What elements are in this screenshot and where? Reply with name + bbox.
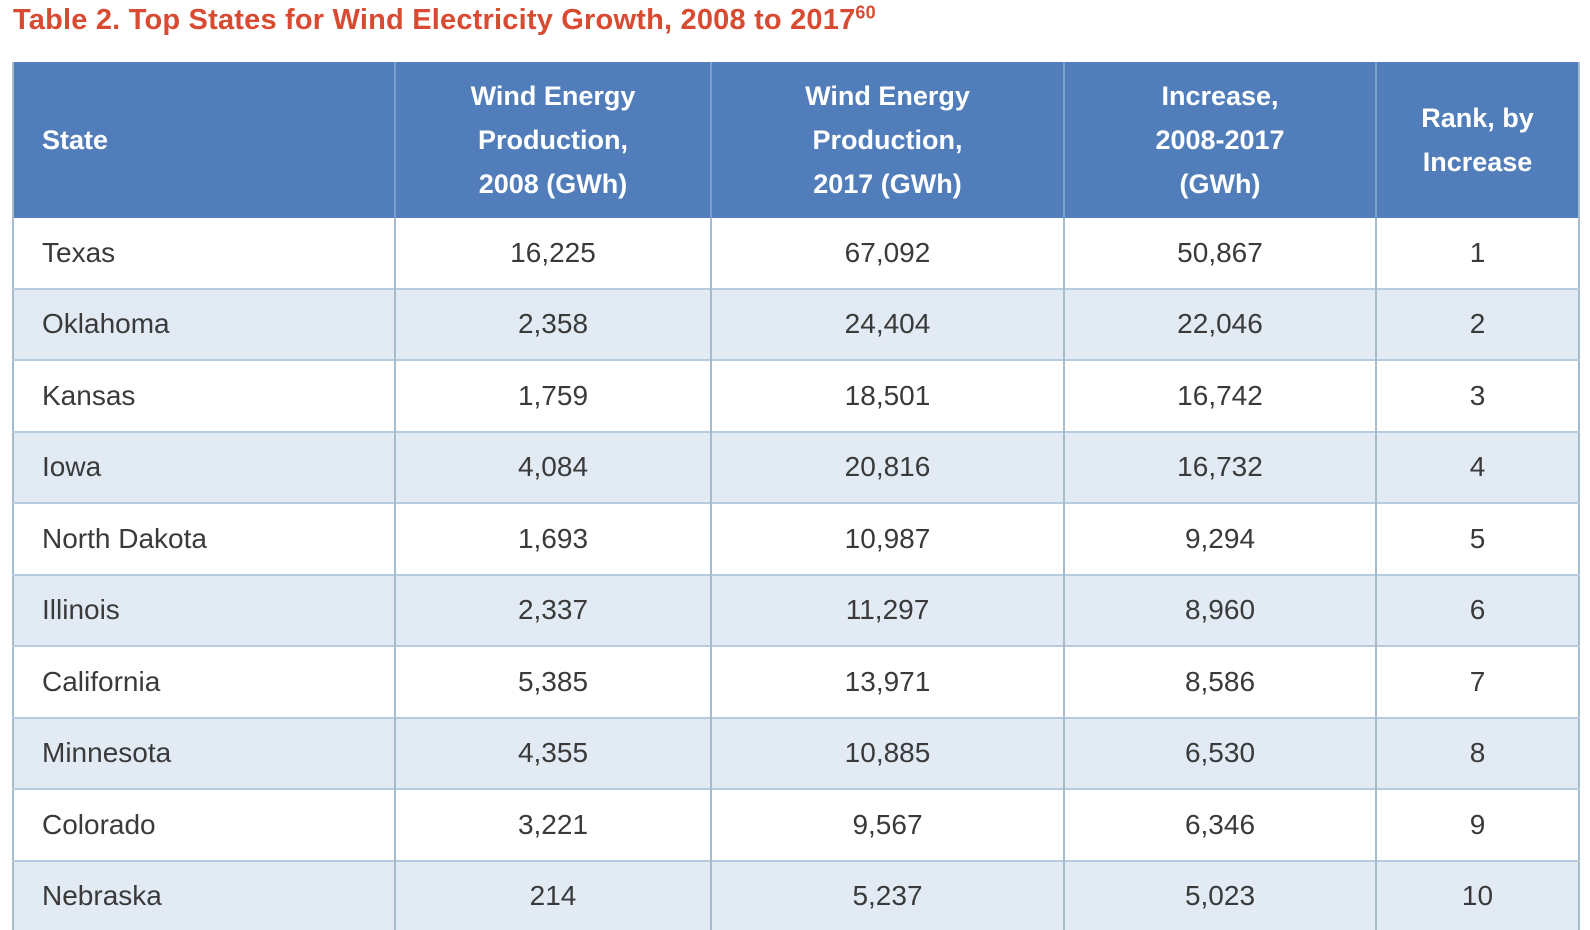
cell-state: Nebraska: [13, 859, 396, 930]
cell-state: Colorado: [13, 788, 396, 861]
cell-state: California: [13, 645, 396, 718]
cell-production-2008: 4,355: [395, 716, 712, 789]
column-header-production-2008: Wind Energy Production, 2008 (GWh): [395, 62, 712, 218]
table-row: California 5,385 13,971 8,586 7: [13, 645, 1579, 718]
table-row: Colorado 3,221 9,567 6,346 9: [13, 788, 1579, 861]
table-row: Illinois 2,337 11,297 8,960 6: [13, 573, 1579, 646]
cell-rank: 5: [1376, 502, 1579, 575]
cell-production-2008: 5,385: [395, 645, 712, 718]
cell-increase: 22,046: [1064, 287, 1377, 360]
table-body: Texas 16,225 67,092 50,867 1 Oklahoma 2,…: [13, 218, 1579, 930]
cell-increase: 6,530: [1064, 716, 1377, 789]
cell-production-2017: 10,885: [711, 716, 1065, 789]
table-row: Nebraska 214 5,237 5,023 10: [13, 859, 1579, 930]
cell-production-2017: 10,987: [711, 502, 1065, 575]
table-title-text: Table 2. Top States for Wind Electricity…: [13, 4, 856, 36]
column-header-state: State: [13, 62, 396, 218]
cell-increase: 50,867: [1064, 218, 1377, 289]
column-header-production-2017: Wind Energy Production, 2017 (GWh): [711, 62, 1065, 218]
table-row: Kansas 1,759 18,501 16,742 3: [13, 359, 1579, 432]
cell-state: North Dakota: [13, 502, 396, 575]
table-row: Texas 16,225 67,092 50,867 1: [13, 218, 1579, 289]
cell-production-2008: 2,337: [395, 573, 712, 646]
cell-state: Illinois: [13, 573, 396, 646]
cell-increase: 16,732: [1064, 430, 1377, 503]
cell-state: Iowa: [13, 430, 396, 503]
cell-increase: 16,742: [1064, 359, 1377, 432]
cell-rank: 8: [1376, 716, 1579, 789]
cell-production-2008: 3,221: [395, 788, 712, 861]
cell-state: Kansas: [13, 359, 396, 432]
cell-rank: 10: [1376, 859, 1579, 930]
cell-production-2017: 5,237: [711, 859, 1065, 930]
footnote-reference: 60: [855, 2, 876, 23]
table-header: State Wind Energy Production, 2008 (GWh)…: [13, 62, 1579, 218]
cell-state: Texas: [13, 218, 396, 289]
wind-growth-table: State Wind Energy Production, 2008 (GWh)…: [12, 62, 1580, 930]
cell-production-2008: 214: [395, 859, 712, 930]
cell-production-2008: 1,759: [395, 359, 712, 432]
cell-production-2017: 20,816: [711, 430, 1065, 503]
header-row: State Wind Energy Production, 2008 (GWh)…: [13, 62, 1579, 218]
column-header-rank: Rank, by Increase: [1376, 62, 1579, 218]
table-row: North Dakota 1,693 10,987 9,294 5: [13, 502, 1579, 575]
cell-increase: 8,960: [1064, 573, 1377, 646]
column-header-increase: Increase, 2008-2017 (GWh): [1064, 62, 1377, 218]
cell-rank: 1: [1376, 218, 1579, 289]
cell-production-2017: 18,501: [711, 359, 1065, 432]
cell-rank: 4: [1376, 430, 1579, 503]
table-row: Oklahoma 2,358 24,404 22,046 2: [13, 287, 1579, 360]
cell-rank: 3: [1376, 359, 1579, 432]
cell-rank: 6: [1376, 573, 1579, 646]
cell-rank: 7: [1376, 645, 1579, 718]
cell-production-2017: 67,092: [711, 218, 1065, 289]
cell-production-2008: 2,358: [395, 287, 712, 360]
cell-state: Oklahoma: [13, 287, 396, 360]
cell-production-2008: 4,084: [395, 430, 712, 503]
table-row: Minnesota 4,355 10,885 6,530 8: [13, 716, 1579, 789]
table-row: Iowa 4,084 20,816 16,732 4: [13, 430, 1579, 503]
cell-production-2008: 1,693: [395, 502, 712, 575]
cell-increase: 6,346: [1064, 788, 1377, 861]
cell-production-2017: 11,297: [711, 573, 1065, 646]
cell-production-2017: 13,971: [711, 645, 1065, 718]
cell-production-2017: 9,567: [711, 788, 1065, 861]
cell-state: Minnesota: [13, 716, 396, 789]
cell-increase: 8,586: [1064, 645, 1377, 718]
table-title: Table 2. Top States for Wind Electricity…: [13, 2, 876, 37]
cell-rank: 9: [1376, 788, 1579, 861]
cell-production-2017: 24,404: [711, 287, 1065, 360]
cell-production-2008: 16,225: [395, 218, 712, 289]
cell-rank: 2: [1376, 287, 1579, 360]
cell-increase: 9,294: [1064, 502, 1377, 575]
cell-increase: 5,023: [1064, 859, 1377, 930]
